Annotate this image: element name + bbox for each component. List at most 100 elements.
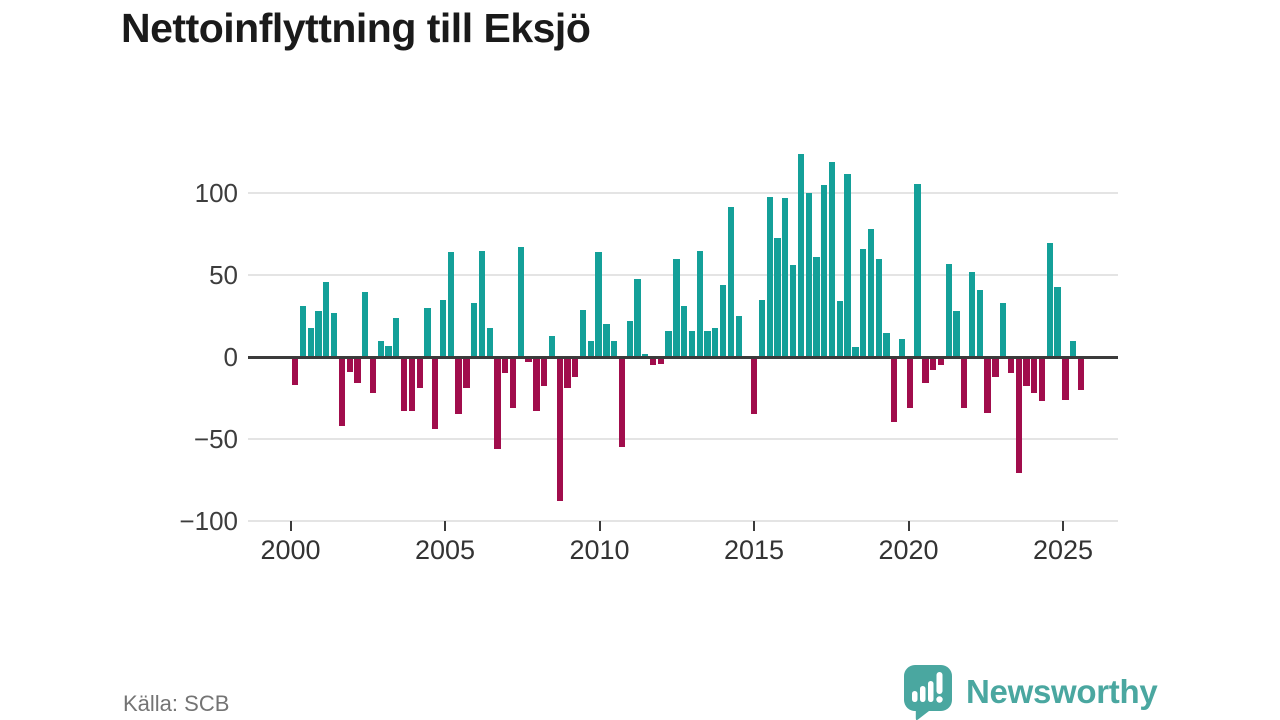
bar-positive	[439, 299, 447, 357]
x-axis-tick	[289, 521, 292, 531]
bar-positive	[859, 249, 867, 357]
bar-negative	[930, 357, 937, 371]
bar-positive	[579, 309, 587, 357]
bar-positive	[1070, 340, 1077, 357]
bar-negative	[961, 357, 968, 408]
bar-positive	[696, 250, 703, 357]
bar-negative	[937, 357, 945, 366]
bar-positive	[595, 252, 602, 357]
bar-positive	[782, 198, 789, 357]
bar-negative	[400, 357, 408, 411]
bar-negative	[1015, 357, 1022, 474]
bar-negative	[1007, 357, 1015, 374]
bar-negative	[1023, 357, 1030, 387]
bar-positive	[681, 306, 688, 357]
bar-negative	[494, 357, 501, 449]
bar-positive	[766, 196, 773, 357]
bar-positive	[478, 250, 486, 357]
bar-negative	[1031, 357, 1038, 393]
y-axis-label: 50	[209, 260, 238, 291]
bar-positive	[603, 324, 610, 357]
bar-negative	[984, 357, 991, 413]
bar-positive	[642, 353, 649, 357]
bar-negative	[1062, 357, 1069, 400]
bar-negative	[541, 357, 548, 387]
bar-positive	[976, 289, 983, 357]
bar-positive	[634, 278, 641, 357]
bar-negative	[657, 357, 665, 364]
bar-positive	[712, 327, 719, 357]
x-axis-tick	[753, 521, 755, 531]
bar-positive	[665, 330, 672, 357]
bar-negative	[525, 357, 532, 362]
x-axis-tick	[598, 521, 601, 531]
bar-negative	[649, 357, 657, 366]
bar-negative	[992, 357, 999, 377]
bar-positive	[362, 291, 369, 357]
x-axis-label: 2020	[878, 535, 939, 565]
bar-positive	[688, 330, 696, 357]
bar-positive	[673, 258, 680, 357]
x-axis-label: 2010	[569, 535, 630, 565]
bar-negative	[338, 357, 346, 426]
newsworthy-logo: Newsworthy	[903, 664, 1158, 720]
bar-negative	[463, 357, 470, 389]
bar-negative	[556, 357, 563, 501]
bar-positive	[945, 263, 952, 357]
bar-positive	[813, 257, 820, 357]
bar-negative	[369, 357, 377, 393]
bar-negative	[346, 357, 353, 372]
bar-positive	[883, 332, 890, 357]
logo-exclamation-bar	[936, 672, 943, 694]
bar-positive	[330, 312, 338, 357]
y-gridline	[248, 437, 1118, 440]
bar-positive	[517, 247, 524, 357]
bar-negative	[455, 357, 462, 415]
bar-positive	[774, 237, 781, 357]
bar-negative	[906, 357, 913, 408]
bar-positive	[828, 162, 836, 357]
bar-negative	[292, 357, 299, 385]
bar-negative	[618, 357, 626, 447]
bar-positive	[1054, 286, 1061, 357]
bar-negative	[1038, 357, 1046, 402]
bar-positive	[789, 265, 797, 357]
bar-positive	[299, 306, 307, 357]
y-gridline	[248, 192, 1118, 195]
source-caption: Källa: SCB	[123, 691, 230, 716]
bar-positive	[424, 307, 431, 357]
logo-bar-small	[912, 691, 918, 702]
bar-negative	[891, 357, 898, 423]
bar-positive	[727, 206, 735, 357]
bar-positive	[797, 154, 805, 357]
bar-positive	[844, 173, 851, 357]
bar-positive	[968, 271, 976, 357]
x-axis-label: 2015	[723, 535, 785, 565]
y-axis-label: 100	[194, 178, 238, 209]
bar-negative	[509, 357, 517, 408]
y-axis-label: −100	[179, 505, 238, 536]
bar-negative	[408, 357, 416, 411]
x-axis-label: 2000	[260, 535, 321, 565]
bar-positive	[307, 327, 314, 357]
bar-positive	[323, 281, 330, 357]
bar-negative	[564, 357, 571, 389]
bar-positive	[1046, 242, 1054, 357]
bar-positive	[377, 340, 384, 357]
x-axis-tick	[444, 521, 446, 531]
bar-negative	[572, 357, 579, 377]
logo-bar-large	[928, 681, 934, 702]
bar-positive	[704, 330, 711, 357]
bar-positive	[914, 183, 921, 357]
bar-positive	[393, 317, 400, 357]
bar-negative	[502, 357, 509, 374]
bar-positive	[548, 335, 556, 357]
y-gridline	[248, 274, 1118, 277]
bar-negative	[922, 357, 929, 384]
x-axis-tick	[907, 521, 910, 531]
bar-positive	[867, 229, 875, 357]
bar-positive	[735, 316, 742, 357]
zero-baseline	[248, 356, 1118, 359]
bar-positive	[719, 285, 727, 357]
